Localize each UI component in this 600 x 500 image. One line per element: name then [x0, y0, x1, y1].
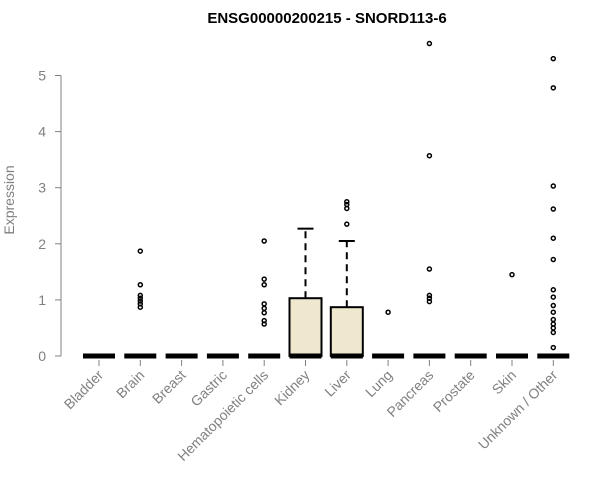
outlier-point	[550, 321, 557, 327]
outlier-point	[261, 305, 267, 312]
outlier-point	[426, 40, 433, 47]
outlier-point	[261, 282, 267, 288]
outlier-point	[426, 295, 433, 301]
outlier-point	[137, 282, 144, 288]
outlier-point	[137, 248, 144, 254]
outlier-point	[509, 271, 515, 278]
outlier-point	[344, 198, 350, 205]
outlier-point	[137, 292, 144, 299]
outlier-point	[385, 309, 391, 315]
outlier-point	[550, 55, 557, 62]
x-tick-label: Brain	[113, 367, 147, 401]
box-body	[329, 306, 364, 357]
outlier-point	[550, 235, 557, 241]
outlier-point	[261, 310, 267, 316]
outlier-point	[261, 301, 267, 307]
outlier-point	[137, 295, 144, 301]
outlier-point	[550, 256, 557, 263]
x-tick-label: Skin	[489, 367, 520, 398]
outlier-point	[344, 201, 350, 208]
outlier-point	[550, 316, 557, 323]
outlier-point	[550, 206, 557, 212]
x-tick-label: Lung	[362, 367, 395, 400]
outlier-point	[137, 301, 144, 307]
chart-title: ENSG00000200215 - SNORD113-6	[207, 10, 446, 27]
box-liver	[329, 198, 364, 359]
outlier-point	[137, 298, 144, 304]
outlier-point	[550, 294, 557, 300]
outlier-point	[550, 183, 557, 189]
box-pancreas	[413, 40, 446, 359]
y-tick-label: 5	[38, 68, 46, 84]
outlier-point	[550, 309, 557, 315]
outlier-point	[344, 221, 350, 227]
outlier-point	[426, 292, 433, 299]
x-tick-label: Kidney	[271, 367, 313, 409]
y-tick-label: 2	[38, 236, 46, 252]
outlier-point	[550, 329, 557, 336]
box-hematopoietic-cells	[248, 238, 281, 359]
box-skin	[496, 271, 528, 359]
outlier-point	[550, 302, 557, 309]
outlier-point	[261, 276, 267, 282]
x-tick-label: Breast	[149, 367, 189, 407]
x-tick-label: Liver	[321, 367, 354, 400]
y-axis: 0 1 2 3 4 5	[38, 68, 62, 364]
box-lung	[372, 309, 405, 359]
outlier-point	[550, 85, 557, 91]
y-axis-label: Expression	[1, 165, 17, 234]
y-tick-label: 3	[38, 180, 46, 196]
box-unknown-other	[537, 55, 570, 359]
box-brain	[124, 248, 157, 359]
box-kidney	[288, 227, 323, 359]
outlier-point	[261, 238, 267, 244]
x-tick-label: Bladder	[61, 367, 107, 413]
boxes	[83, 40, 570, 359]
y-tick-label: 1	[38, 292, 46, 308]
outlier-point	[550, 287, 557, 293]
box-body	[288, 297, 323, 358]
x-tick-label: Prostate	[430, 367, 478, 415]
outlier-point	[426, 266, 433, 272]
outlier-point	[550, 344, 557, 351]
outlier-point	[261, 317, 267, 324]
y-tick-label: 0	[38, 348, 46, 364]
y-tick-label: 4	[38, 124, 46, 140]
outlier-point	[426, 152, 433, 159]
